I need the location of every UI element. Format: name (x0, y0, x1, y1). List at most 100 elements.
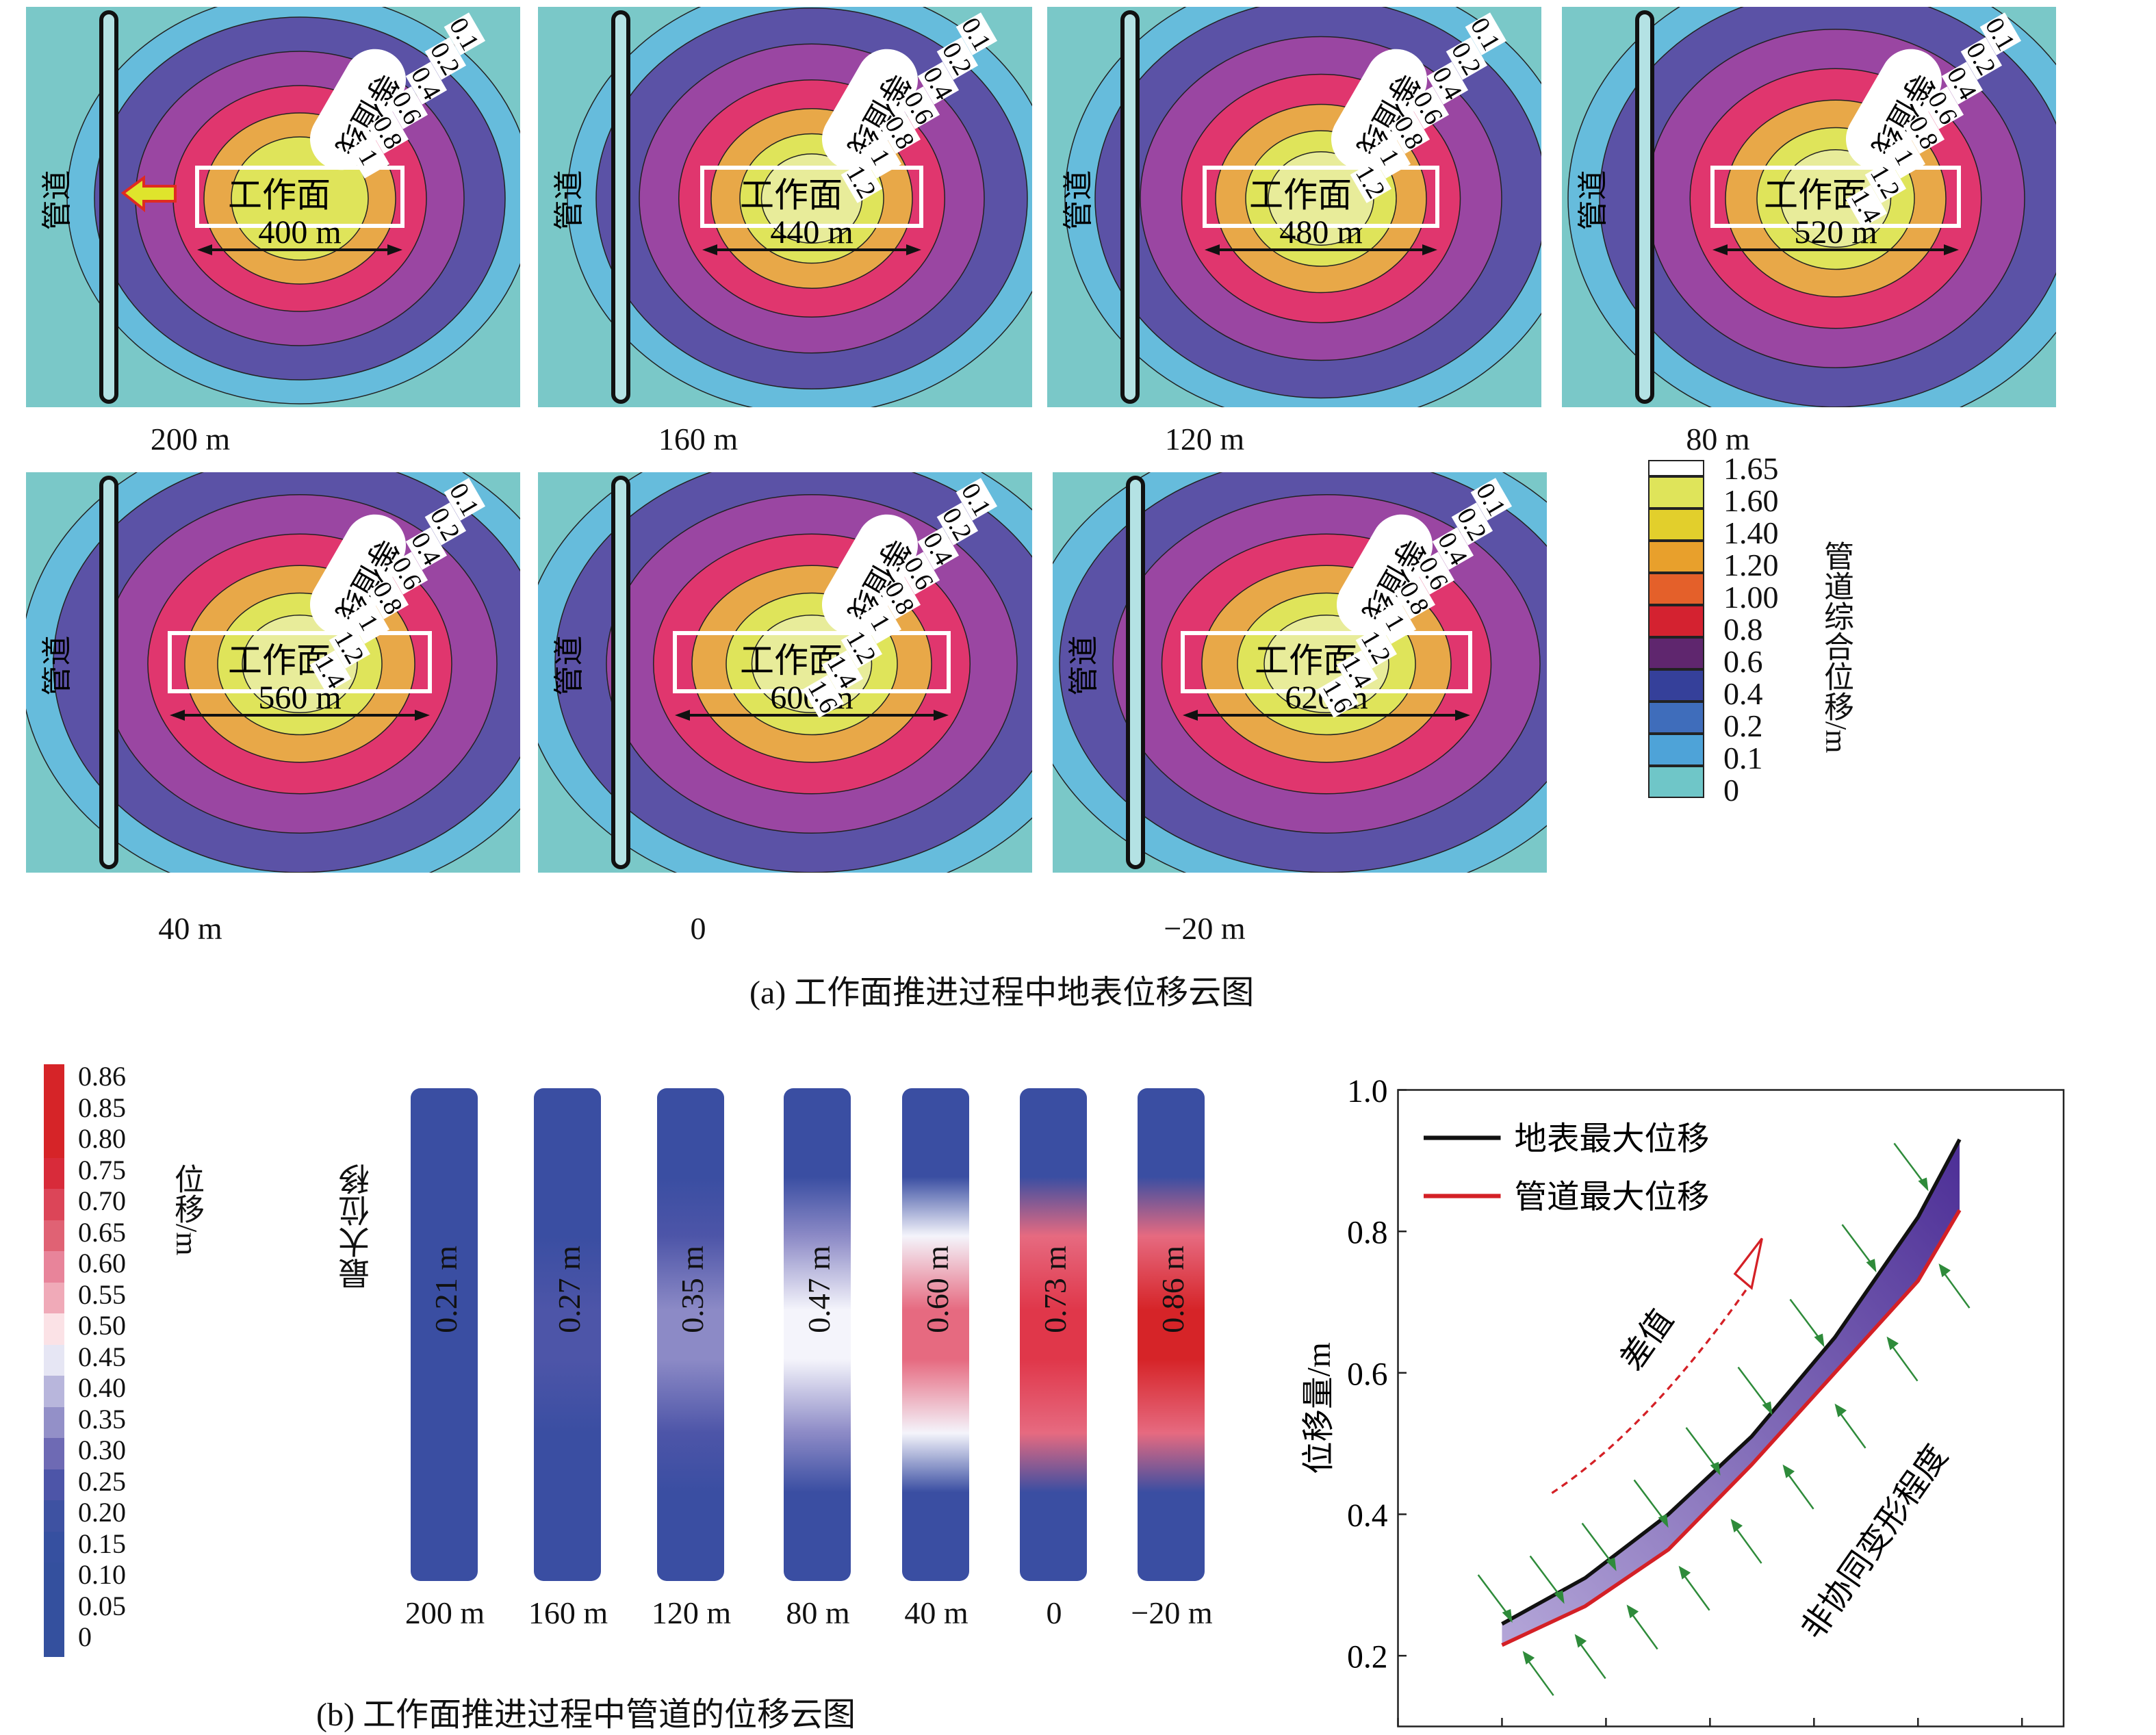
green-arrowhead (1814, 1333, 1825, 1348)
pipe-distance-label: 80 m (786, 1595, 850, 1630)
green-arrowhead (1782, 1464, 1795, 1478)
green-arrow-bottom (1577, 1640, 1606, 1680)
legend-b-tick: 0.70 (78, 1185, 126, 1216)
legend-a-swatch (1648, 509, 1704, 541)
workface-rect (168, 631, 432, 693)
green-arrowhead (1866, 1259, 1877, 1273)
pipe-cylinder (1020, 1088, 1087, 1581)
pipe (99, 10, 118, 404)
arrow-head-right (934, 710, 949, 721)
green-arrow-top (1893, 1142, 1926, 1185)
legend-a-tick: 1.40 (1723, 515, 1779, 550)
legend-b-swatch (44, 1127, 64, 1159)
green-arrowhead (1886, 1336, 1899, 1350)
legend-b-tick: 0.15 (78, 1528, 126, 1559)
green-arrowhead (1762, 1401, 1773, 1415)
green-arrowhead (1626, 1604, 1639, 1619)
green-arrow-bottom (1733, 1525, 1762, 1564)
contour-value-bg (936, 502, 979, 545)
frame-distance-label: 0 (690, 911, 706, 946)
surface-frame: 工作面 400 m 管道 等值线 0.1 0.2 0.4 0.6 0.8 1 (26, 7, 520, 407)
contour-value-bg (955, 478, 998, 521)
legend-a-tick: 1.65 (1723, 451, 1779, 486)
pipe-label: 管道 (552, 636, 586, 696)
legend-a-tick: 0.6 (1723, 644, 1763, 679)
green-arrowhead (1502, 1609, 1513, 1623)
green-arrowhead (1918, 1177, 1929, 1192)
pipe-max-label: 0.73 m (1038, 1246, 1073, 1333)
arrow-head-left (1205, 244, 1220, 255)
workface-label: 工作面 (740, 641, 843, 680)
contour-value-bg (936, 37, 979, 80)
contour-value-bg (840, 626, 883, 669)
legend-a-swatch (1648, 734, 1704, 766)
legend-a-swatch (1648, 605, 1704, 637)
pipe-cylinder (902, 1088, 969, 1581)
contour-value-bg (879, 576, 921, 619)
legend-b-swatch (44, 1593, 64, 1625)
contour-value-bg (1355, 626, 1398, 669)
legend-b-swatch (44, 1469, 64, 1501)
plot-frame (1397, 1089, 2065, 1727)
legend-b-swatch (44, 1251, 64, 1283)
contour-value-bg (424, 502, 467, 545)
legend-a-swatch (1648, 460, 1704, 476)
green-arrowhead (1554, 1590, 1565, 1604)
green-arrow-top (1477, 1574, 1510, 1617)
pipe-distance-label: 200 m (405, 1595, 485, 1630)
y-tick-label: 1.0 (1347, 1074, 1387, 1109)
pipe-max-label: 0.35 m (675, 1246, 710, 1333)
green-arrowhead (1834, 1403, 1847, 1417)
workface-rect (1710, 166, 1961, 228)
pipe-cylinder (784, 1088, 851, 1581)
workface-label: 工作面 (1764, 176, 1866, 214)
surface-frame: 工作面 440 m 管道 等值线 0.1 0.2 0.4 0.6 0.8 1 1.2 (538, 7, 1032, 407)
contour-value-bg (802, 675, 845, 718)
frame-distance-label: 120 m (1164, 422, 1245, 457)
contour-value-bg (1317, 675, 1359, 718)
contour-value-bg (1413, 552, 1455, 595)
contour-value-bg (405, 62, 448, 105)
legend-a-swatch (1648, 476, 1704, 509)
y-axis-label: 位移量/m (1302, 1342, 1337, 1474)
contour-value-bg (1884, 136, 1926, 179)
legend-a-tick: 1.00 (1723, 580, 1779, 615)
legend-b-tick: 0.60 (78, 1248, 126, 1278)
contour-value-bg (1941, 62, 1984, 105)
width-label: 400 m (258, 214, 341, 250)
legend-b-swatch (44, 1376, 64, 1408)
caption-a: (a) 工作面推进过程中地表位移云图 (749, 975, 1255, 1011)
contour-tag-pill (310, 514, 406, 636)
contour-value-bg (386, 86, 428, 129)
pipe (1635, 10, 1654, 404)
pipe (1120, 10, 1140, 404)
pipe-cylinder (534, 1088, 601, 1581)
contour-value-bg (1394, 576, 1436, 619)
legend-a-title: 管道综合位移/m (1819, 541, 1853, 754)
contour-value-bg (405, 527, 448, 570)
y-tick-label: 0.2 (1347, 1640, 1387, 1675)
pipe-label: 管道 (1067, 636, 1101, 696)
width-label: 440 m (770, 214, 853, 250)
workface-rect (1203, 166, 1439, 228)
pipe-max-label: 0.27 m (552, 1246, 587, 1333)
pipe-label: 管道 (40, 170, 74, 231)
contour-value-bg (1845, 185, 1888, 228)
legend-a-tick: 1.60 (1723, 483, 1779, 518)
legend-b-tick: 0.20 (78, 1497, 126, 1528)
contour-value-bg (1374, 601, 1417, 644)
legend-a-swatch (1648, 702, 1704, 734)
legend-b-swatch (44, 1625, 64, 1657)
pipe-max-label: 0.86 m (1155, 1246, 1190, 1333)
frame-distance-label: 40 m (158, 911, 222, 946)
max-displacement-label: 最大位移 (339, 1164, 374, 1289)
legend-b-tick: 0.85 (78, 1092, 126, 1123)
surface-max-line (1501, 1138, 1962, 1626)
legend-b-tick: 0.65 (78, 1216, 126, 1248)
contour-value-bg (840, 160, 883, 203)
legend-b-title: 位移/m (170, 1164, 203, 1256)
contour-value-bg (860, 136, 902, 179)
chart-body: 差值非协同变形程度250200150100500−500.20.40.60.81… (1302, 1074, 2065, 1727)
green-arrow-bottom (1681, 1571, 1710, 1611)
